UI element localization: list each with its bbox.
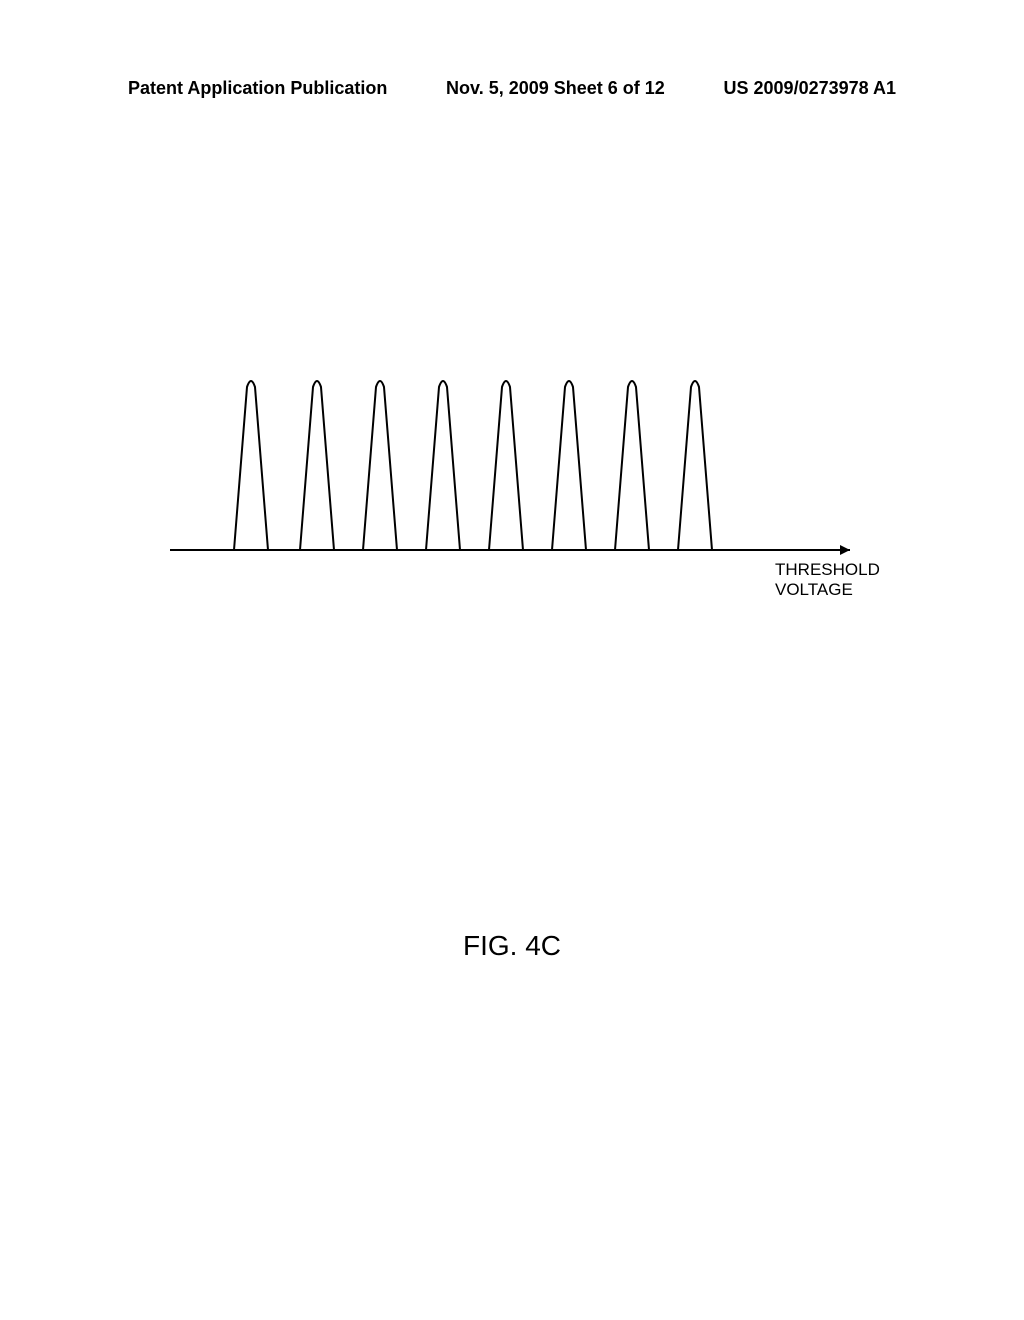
figure-label: FIG. 4C	[0, 930, 1024, 962]
page-header: Patent Application Publication Nov. 5, 2…	[0, 78, 1024, 99]
header-publication: Patent Application Publication	[128, 78, 387, 99]
axis-label-line2: VOLTAGE	[775, 580, 853, 599]
chart-svg	[170, 370, 890, 570]
x-axis-label: THRESHOLD VOLTAGE	[775, 560, 880, 599]
header-pub-number: US 2009/0273978 A1	[724, 78, 896, 99]
axis-label-line1: THRESHOLD	[775, 560, 880, 579]
threshold-voltage-chart	[170, 370, 890, 570]
header-date-sheet: Nov. 5, 2009 Sheet 6 of 12	[446, 78, 665, 99]
